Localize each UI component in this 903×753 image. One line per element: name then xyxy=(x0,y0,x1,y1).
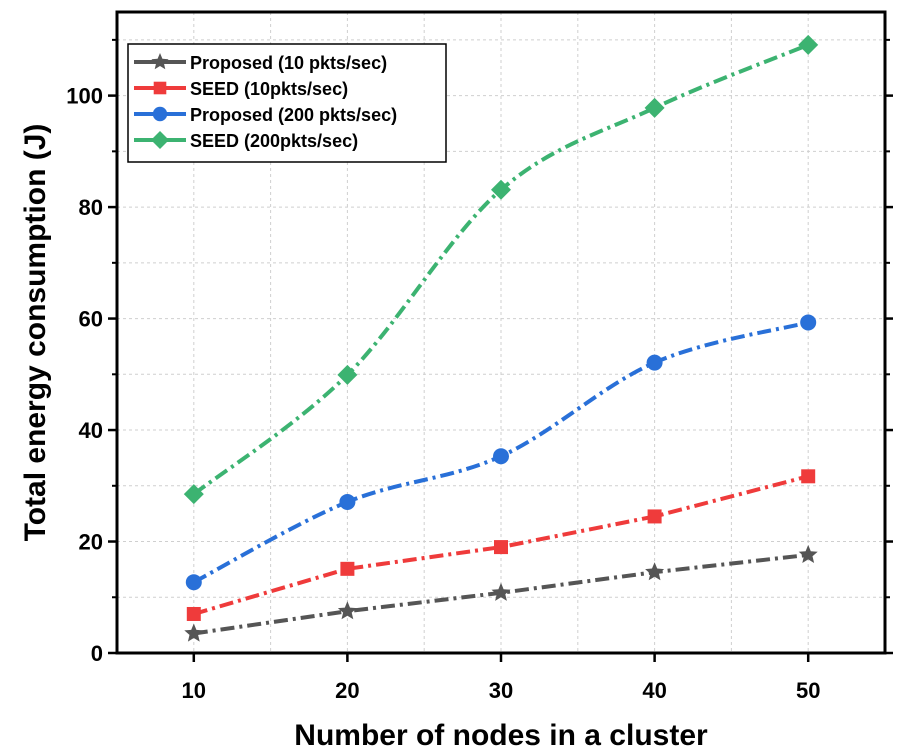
series xyxy=(186,469,816,621)
legend: Proposed (10 pkts/sec) SEED (10pkts/sec) P… xyxy=(127,43,447,163)
data-point xyxy=(152,106,168,122)
data-point xyxy=(645,562,665,581)
y-tick-label: 40 xyxy=(79,418,103,443)
data-point xyxy=(339,493,356,510)
y-tick-label: 60 xyxy=(79,307,103,332)
x-tick-label: 40 xyxy=(642,678,666,703)
data-point xyxy=(184,623,204,642)
data-point xyxy=(647,509,662,524)
data-point xyxy=(800,314,817,331)
data-point xyxy=(798,544,818,563)
data-point xyxy=(183,484,204,505)
data-point xyxy=(186,606,201,621)
data-point xyxy=(646,354,663,371)
data-point xyxy=(185,574,202,591)
series-line xyxy=(193,474,809,616)
series xyxy=(185,314,817,591)
y-tick-label: 20 xyxy=(79,530,103,555)
data-point xyxy=(798,34,819,55)
data-point xyxy=(644,97,665,118)
x-tick-label: 10 xyxy=(182,678,206,703)
x-axis-title: Number of nodes in a cluster xyxy=(294,719,708,752)
axis-ticks: 10 20 30 40 50 0 20 40 60 80 100 xyxy=(66,38,893,703)
y-tick-label: 0 xyxy=(91,641,103,666)
data-point xyxy=(493,448,509,465)
data-point xyxy=(491,582,511,601)
data-point xyxy=(340,561,355,576)
series xyxy=(183,34,819,505)
data-point xyxy=(151,131,169,149)
data-point xyxy=(153,81,167,95)
series-line xyxy=(192,43,809,496)
grid xyxy=(117,12,885,653)
x-tick-label: 50 xyxy=(796,678,820,703)
data-point xyxy=(491,179,511,200)
y-axis-title: Total energy consumption (J) xyxy=(19,124,52,542)
x-tick-label: 20 xyxy=(335,678,359,703)
data-point xyxy=(337,364,358,385)
legend-label: Proposed (200 pkts/sec) xyxy=(190,105,397,125)
data-point xyxy=(151,53,169,70)
y-tick-label: 100 xyxy=(66,84,103,109)
data-point xyxy=(494,540,508,555)
y-tick-label: 80 xyxy=(79,195,103,220)
series-layer xyxy=(183,34,819,642)
series xyxy=(184,544,818,642)
x-tick-label: 30 xyxy=(489,678,513,703)
data-point xyxy=(337,601,357,620)
legend-label: SEED (10pkts/sec) xyxy=(190,79,348,99)
legend-label: SEED (200pkts/sec) xyxy=(190,131,358,151)
legend-label: Proposed (10 pkts/sec) xyxy=(190,53,387,73)
data-point xyxy=(801,469,816,484)
